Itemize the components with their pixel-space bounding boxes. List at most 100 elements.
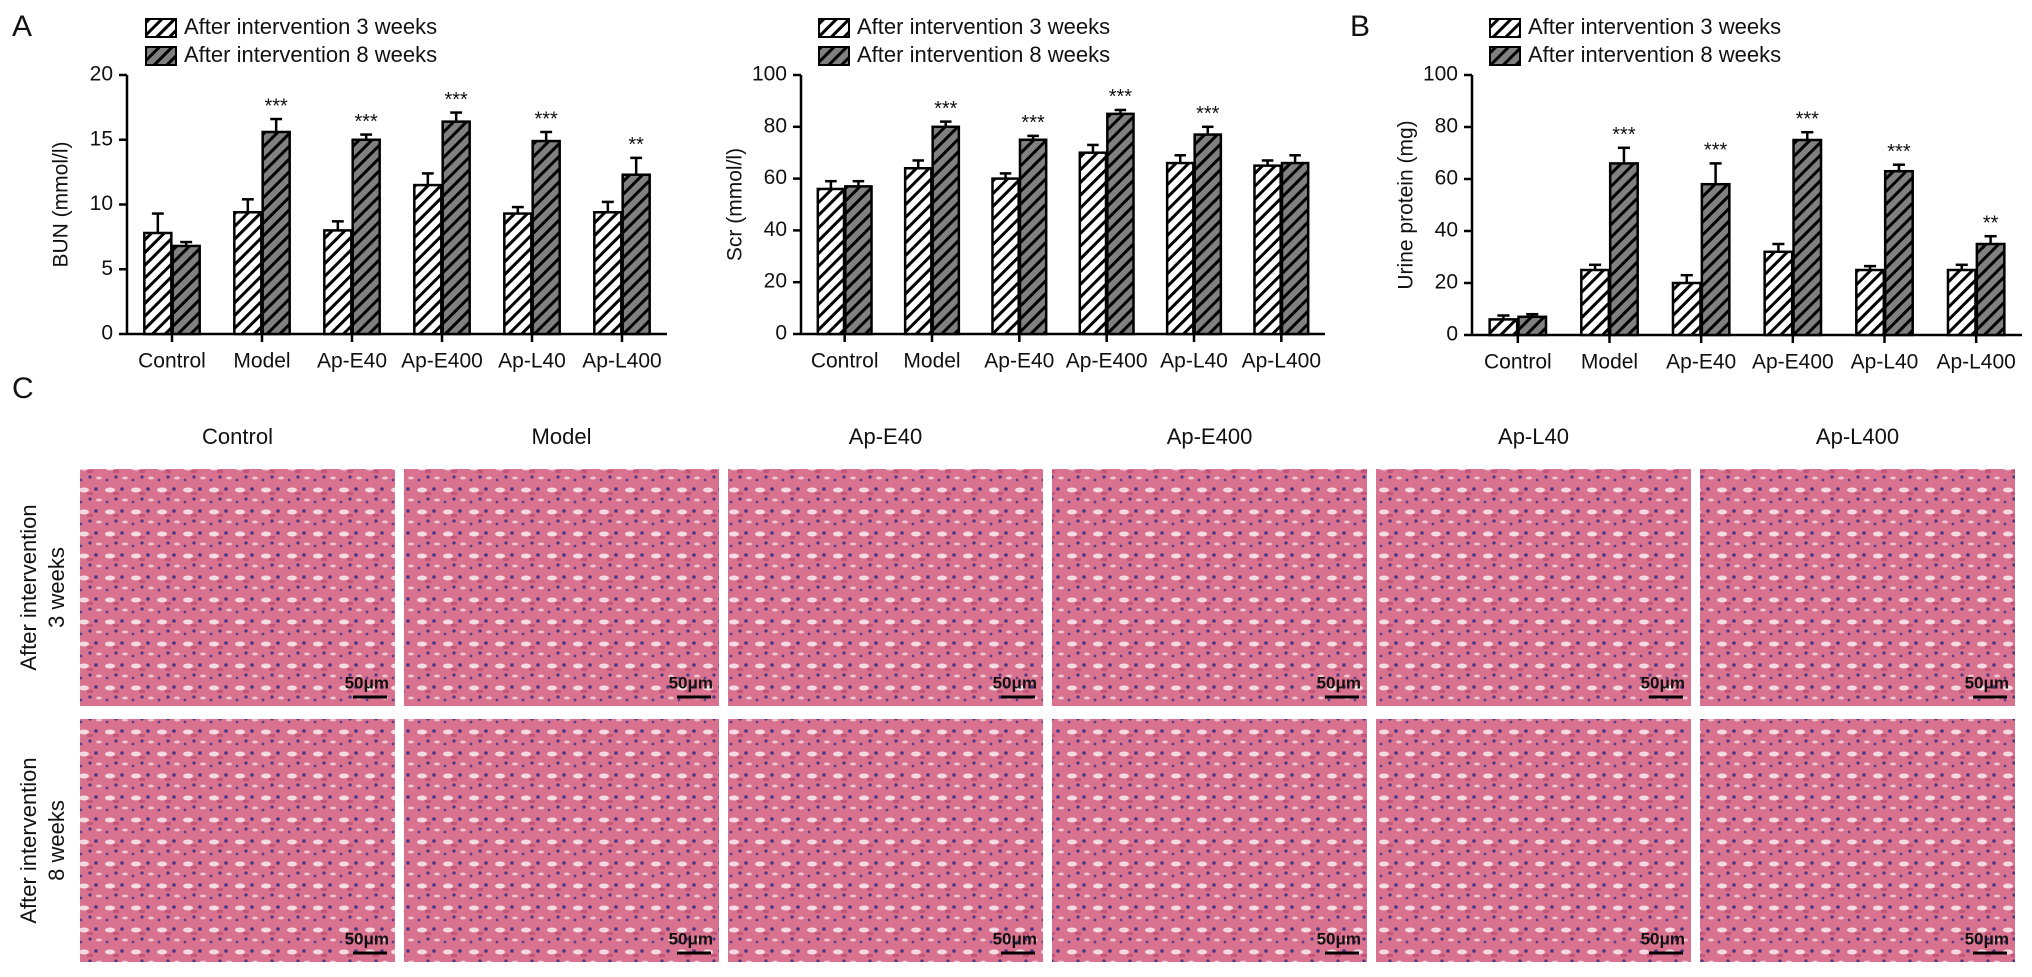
bar [171,244,201,336]
x-tick-label: Ap-L40 [498,350,566,373]
y-tick-label: 5 [101,257,113,280]
significance: *** [1704,140,1728,162]
scale-bar-label: 50μm [345,929,389,948]
y-tick-label: 100 [1423,63,1458,86]
significance: *** [354,111,378,133]
bar [1193,133,1223,336]
x-tick-label: Model [233,350,290,373]
row-label: After intervention [16,757,41,923]
x-tick-label: Ap-L400 [1242,350,1321,373]
significance: *** [1887,141,1911,163]
significance: *** [534,108,558,130]
x-tick-label: Ap-L400 [1936,351,2015,374]
bar [1106,112,1135,336]
x-tick-label: Ap-L40 [1160,350,1228,373]
micrograph [1052,469,1367,706]
y-tick-label: 40 [1435,219,1458,242]
y-tick-label: 20 [90,63,113,86]
legend-label: After intervention 8 weeks [184,42,437,67]
bar [816,187,846,336]
y-tick-label: 10 [90,192,113,215]
bar [1855,268,1886,337]
bar [261,130,291,336]
bar [1700,182,1731,337]
bar [351,138,381,336]
scale-bar-label: 50μm [1965,673,2009,692]
scale-bar-label: 50μm [993,929,1037,948]
y-axis-label: BUN (mmol/l) [50,142,73,268]
y-tick-label: 80 [764,114,787,137]
bar [531,139,561,336]
bar [1975,242,2006,337]
significance: *** [1612,124,1636,146]
bar [233,211,263,336]
micrograph [80,719,395,962]
significance: ** [628,134,644,156]
row-label: 3 weeks [44,547,69,628]
scale-bar-label: 50μm [1641,929,1685,948]
x-tick-label: Ap-E40 [317,350,387,373]
x-tick-label: Model [1581,351,1638,374]
x-tick-label: Control [138,350,206,373]
bar [323,229,353,336]
scale-bar-label: 50μm [669,673,713,692]
y-tick-label: 0 [775,322,787,345]
x-tick-label: Ap-L400 [582,350,661,373]
bar [1488,318,1519,337]
micrograph [404,719,719,962]
legend-swatch [818,46,850,66]
x-tick-label: Ap-E40 [984,350,1054,373]
column-label: Control [202,424,273,449]
y-tick-label: 40 [764,218,787,241]
row-label: 8 weeks [44,800,69,881]
bar [991,177,1020,336]
significance: *** [1196,103,1220,125]
scale-bar-label: 50μm [1641,673,1685,692]
bar [1078,151,1108,336]
micrograph [1376,719,1691,962]
legend-swatch [145,18,177,38]
y-tick-label: 60 [764,166,787,189]
bar [1608,162,1639,337]
y-axis-label: Scr (mmol/l) [724,148,747,261]
scale-bar-label: 50μm [993,673,1037,692]
y-tick-label: 60 [1435,167,1458,190]
legend-swatch [1489,18,1521,38]
bar [503,212,533,336]
significance: *** [934,98,958,120]
bar [1280,161,1310,336]
column-label: Ap-L400 [1816,424,1899,449]
panel-label: A [12,10,32,43]
bar [1883,169,1914,337]
y-tick-label: 100 [752,63,787,86]
legend-swatch [1489,46,1521,66]
x-tick-label: Model [903,350,960,373]
bar [844,185,873,336]
x-tick-label: Ap-E400 [1752,351,1834,374]
scale-bar-label: 50μm [1317,673,1361,692]
micrograph [1700,469,2015,706]
x-tick-label: Control [1484,351,1552,374]
legend-swatch [145,46,177,66]
column-label: Model [532,424,592,449]
significance: *** [1021,112,1045,134]
micrograph [1052,719,1367,962]
bar [1946,268,1977,337]
y-axis-label: Urine protein (mg) [1395,120,1418,289]
micrograph [1700,719,2015,962]
legend-label: After intervention 8 weeks [1528,42,1781,67]
column-label: Ap-E400 [1167,424,1253,449]
legend-label: After intervention 3 weeks [184,14,437,39]
bar [143,231,173,336]
bar [931,125,961,336]
significance: *** [1109,86,1133,108]
legend-label: After intervention 3 weeks [857,14,1110,39]
row-label: After intervention [16,504,41,670]
micrograph [728,719,1043,962]
micrograph [80,469,395,706]
bar [1165,161,1195,336]
column-label: Ap-E40 [849,424,922,449]
bar [903,166,933,336]
bar [621,173,651,336]
significance: *** [444,89,468,111]
